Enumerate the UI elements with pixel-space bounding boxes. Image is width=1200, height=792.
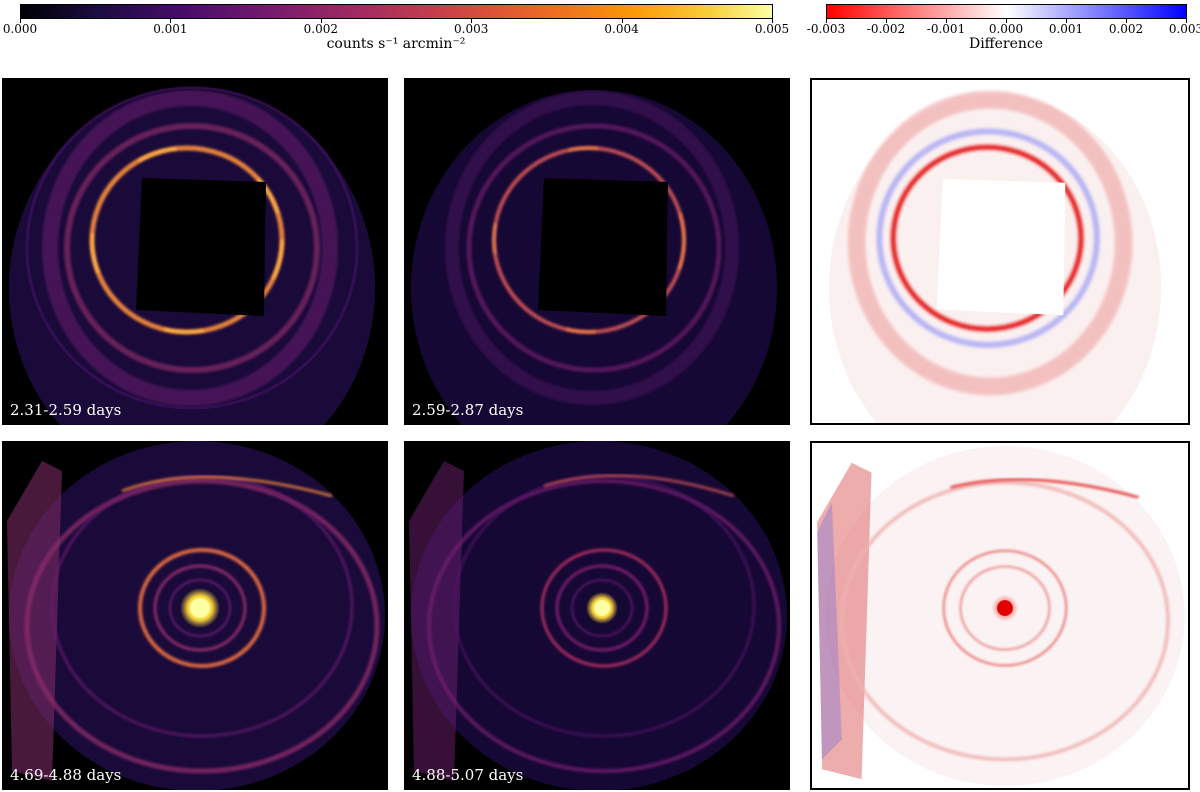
colorbar-difference-tick-mark: [1066, 19, 1067, 23]
xray-ring-image-5: [409, 441, 787, 790]
colorbar-difference-tick-label: -0.002: [866, 22, 906, 36]
colorbar-difference-tick-label: 0.003: [1168, 22, 1200, 36]
colorbar-counts-label: counts s⁻¹ arcmin⁻²: [326, 36, 466, 52]
colorbar-difference-tick-mark: [826, 19, 827, 23]
colorbar-counts: [20, 4, 773, 19]
difference-panel-1: [810, 78, 1190, 425]
colorbar-counts-tick-label: 0.001: [153, 22, 188, 36]
colorbar-counts-tick-mark: [772, 19, 773, 23]
difference-map-2: [817, 445, 1185, 787]
xray-ring-image-2: [411, 90, 777, 425]
colorbar-counts-tick-label: 0.003: [454, 22, 489, 36]
colorbar-difference-tick-label: 0.001: [1048, 22, 1084, 36]
colorbar-difference-tick-mark: [886, 19, 887, 23]
colorbar-counts-tick-mark: [320, 19, 322, 23]
colorbar-difference-tick-mark: [1006, 19, 1007, 23]
difference-map-1: [829, 90, 1162, 423]
colorbar-counts-tick-label: 0.000: [2, 22, 38, 36]
colorbar-counts-tick-mark: [170, 19, 172, 23]
image-panel-1: 2.31-2.59 days: [2, 78, 388, 425]
time-range-label: 4.88-5.07 days: [412, 766, 524, 784]
colorbar-difference-tick-mark: [1126, 19, 1127, 23]
colorbar-counts-tick-mark: [20, 19, 21, 23]
image-panel-2: 2.59-2.87 days: [404, 78, 790, 425]
colorbar-difference-tick-label: 0.002: [1108, 22, 1144, 36]
time-range-label: 4.69-4.88 days: [10, 766, 122, 784]
colorbar-difference-tick-label: 0.000: [988, 22, 1024, 36]
xray-ring-image-1: [9, 86, 375, 425]
image-panel-4: 4.69-4.88 days: [2, 441, 388, 790]
time-range-label: 2.59-2.87 days: [412, 401, 524, 419]
colorbar-difference-tick-label: -0.003: [806, 22, 846, 36]
time-range-label: 2.31-2.59 days: [10, 401, 122, 419]
colorbar-counts-tick-label: 0.005: [754, 22, 790, 36]
difference-panel-2: [810, 441, 1190, 790]
colorbar-counts-tick-label: 0.004: [604, 22, 639, 36]
colorbar-counts-tick-label: 0.002: [303, 22, 338, 36]
colorbar-difference: [826, 4, 1187, 19]
colorbar-difference-label: Difference: [968, 36, 1044, 52]
colorbar-counts-tick-mark: [471, 19, 473, 23]
colorbar-difference-tick-mark: [1186, 19, 1187, 23]
colorbar-difference-tick-mark: [946, 19, 947, 23]
xray-ring-image-4: [7, 441, 385, 790]
colorbar-difference-tick-label: -0.001: [926, 22, 966, 36]
colorbar-counts-tick-mark: [621, 19, 623, 23]
image-panel-5: 4.88-5.07 days: [404, 441, 790, 790]
